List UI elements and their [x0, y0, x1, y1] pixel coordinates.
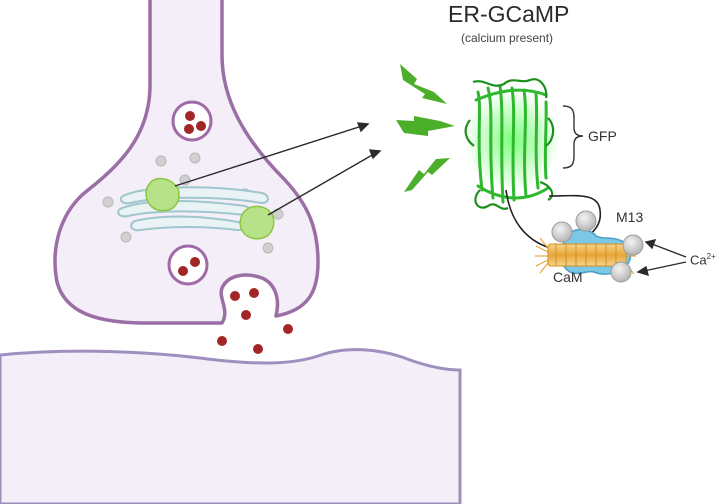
m13-label: M13: [616, 209, 644, 225]
callout-arrows: [174, 122, 382, 216]
calcium-pointer-arrows: [636, 239, 687, 277]
diagram-subtitle: (calcium present): [461, 31, 554, 45]
synaptic-vesicle-upper: [171, 100, 213, 142]
cam-label: CaM: [553, 269, 583, 285]
gfp-beta-barrel: [464, 78, 560, 210]
excitation-lightning-icon: [396, 64, 455, 192]
bound-calcium-ions: [551, 210, 644, 283]
presynaptic-terminal: [53, 0, 320, 325]
calcium-label: Ca2+: [690, 252, 716, 267]
m13-helix: [535, 235, 636, 275]
released-neurotransmitters: [217, 288, 293, 354]
postsynaptic-membrane: [0, 348, 462, 504]
gcamp-sensor-right: [239, 205, 275, 240]
protein-linkers: [505, 189, 602, 249]
gfp-label: GFP: [588, 128, 617, 144]
gfp-brace: [562, 105, 584, 169]
calcium-symbol: Ca: [690, 252, 707, 268]
gcamp-sensor-left: [145, 177, 180, 212]
diagram-title: ER-GCaMP: [448, 1, 570, 27]
calcium-charge: 2+: [706, 252, 716, 261]
synaptic-vesicle-lower: [167, 244, 209, 286]
